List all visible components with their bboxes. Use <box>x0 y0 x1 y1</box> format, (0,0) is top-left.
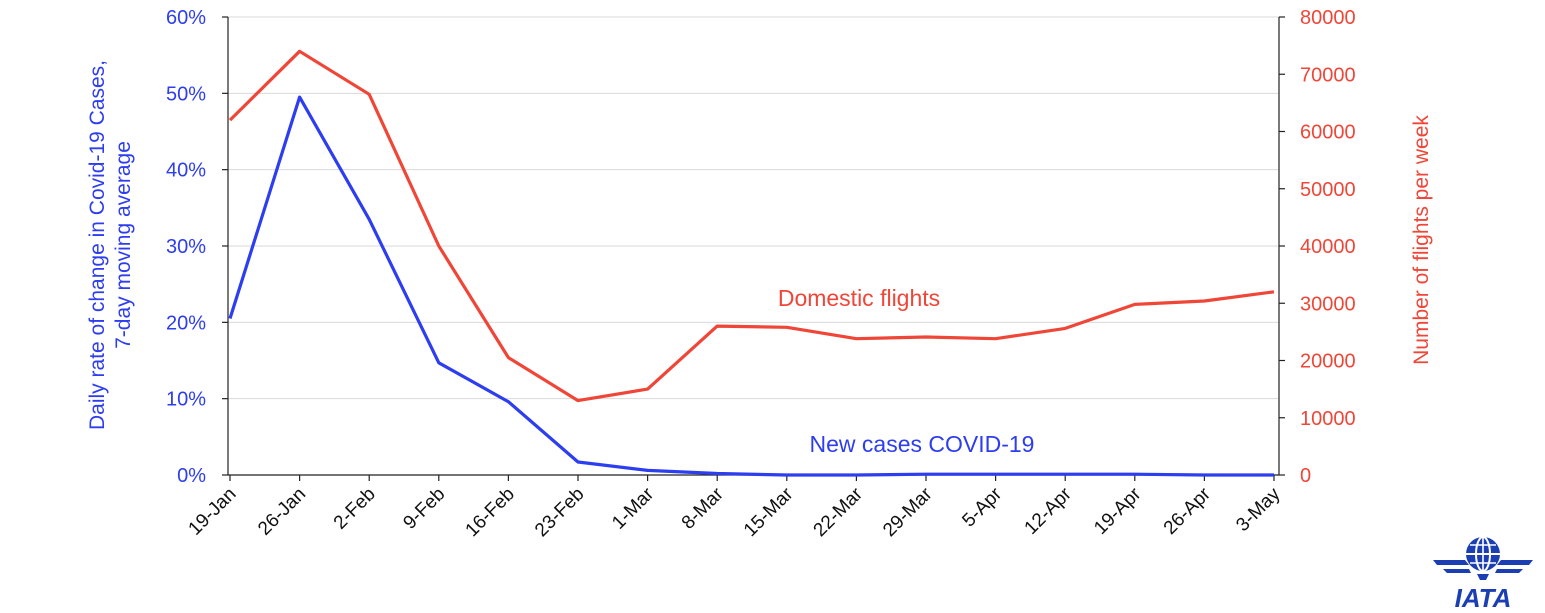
x-tick-label: 1-Mar <box>608 483 658 533</box>
series-line-domestic-flights <box>228 49 1275 403</box>
series-line-new-cases-covid-19 <box>228 95 1274 477</box>
x-tick-label: 23-Feb <box>531 484 588 541</box>
left-tick-label: 20% <box>166 312 206 334</box>
left-axis-ticks: 0% 10% 20% 30% 40% 50% 60% <box>166 7 228 487</box>
gridlines <box>228 16 1279 400</box>
x-tick-label: 29-Mar <box>879 483 937 541</box>
series-label-new-cases: New cases COVID-19 <box>810 431 1035 457</box>
x-tick-label: 5-Apr <box>958 483 1006 531</box>
right-tick-label: 20000 <box>1300 351 1356 373</box>
logo-text: IATA <box>1455 583 1512 613</box>
x-tick-label: 26-Jan <box>254 484 310 540</box>
x-tick-label: 19-Apr <box>1090 483 1146 539</box>
left-tick-label: 50% <box>166 83 206 105</box>
left-tick-label: 30% <box>166 236 206 258</box>
x-axis-ticks: 19-Jan 26-Jan 2-Feb 9-Feb 16-Feb 23-Feb 1-Mar 8… <box>185 475 1285 541</box>
right-tick-label: 70000 <box>1300 64 1356 86</box>
left-tick-label: 40% <box>166 160 206 182</box>
x-tick-label: 15-Mar <box>740 483 798 541</box>
series-group <box>228 49 1275 477</box>
x-tick-label: 8-Mar <box>678 483 728 533</box>
right-tick-label: 50000 <box>1300 179 1356 201</box>
x-tick-label: 2-Feb <box>330 484 380 534</box>
x-tick-label: 12-Apr <box>1021 483 1077 539</box>
right-tick-label: 30000 <box>1300 293 1356 315</box>
x-tick-label: 16-Feb <box>462 484 519 541</box>
left-axis-title-line-1: Daily rate of change in Covid-19 Cases, <box>86 60 109 430</box>
x-tick-label: 9-Feb <box>399 484 449 534</box>
right-tick-label: 60000 <box>1300 122 1356 144</box>
x-tick-label: 26-Apr <box>1160 483 1216 539</box>
left-tick-label: 60% <box>166 7 206 29</box>
left-axis-title-line-2: 7-day moving average <box>112 141 135 349</box>
right-axis-ticks: 0 10000 20000 30000 40000 50000 60000 70000 8000… <box>1279 7 1356 487</box>
globe-wings-icon <box>1433 536 1533 580</box>
right-tick-label: 10000 <box>1300 408 1356 430</box>
iata-logo: IATA <box>1433 536 1533 613</box>
left-tick-label: 10% <box>166 389 206 411</box>
series-label-domestic-flights: Domestic flights <box>778 285 940 311</box>
right-axis-title: Number of flights per week <box>1410 115 1433 365</box>
left-tick-label: 0% <box>177 465 206 487</box>
x-tick-label: 3-May <box>1232 483 1285 536</box>
right-tick-label: 40000 <box>1300 236 1356 258</box>
right-tick-label: 0 <box>1300 465 1311 487</box>
x-tick-label: 19-Jan <box>185 484 241 540</box>
x-tick-label: 22-Mar <box>810 483 868 541</box>
right-tick-label: 80000 <box>1300 7 1356 29</box>
